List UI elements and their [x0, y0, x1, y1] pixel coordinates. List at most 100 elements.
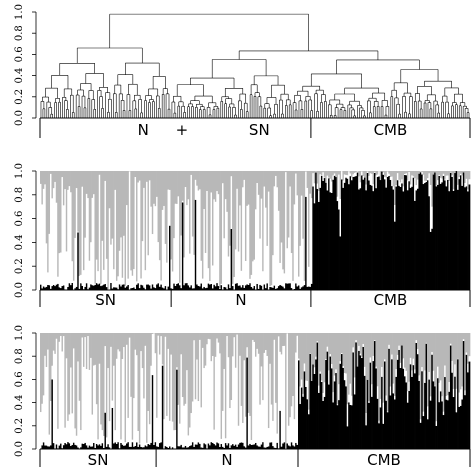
admixture-segment	[124, 171, 127, 286]
admixture-segment	[227, 284, 230, 290]
admixture-segment	[97, 445, 100, 449]
admixture-segment	[75, 188, 78, 287]
admixture-segment	[83, 366, 85, 444]
admixture-segment	[412, 333, 415, 359]
admixture-segment	[336, 404, 339, 406]
admixture-segment	[190, 171, 193, 175]
admixture-segment	[186, 171, 188, 206]
admixture-segment	[398, 345, 401, 350]
admixture-segment	[65, 171, 68, 252]
admixture-segment	[333, 171, 336, 174]
admixture-segment	[290, 253, 293, 289]
admixture-segment	[114, 189, 117, 288]
group-label: CMB	[374, 291, 408, 309]
admixture-segment	[275, 288, 277, 290]
admixture-segment	[184, 283, 187, 290]
admixture-segment	[115, 358, 118, 444]
admixture-segment	[329, 354, 332, 357]
admixture-segment	[388, 333, 391, 345]
admixture-segment	[113, 333, 115, 366]
admixture-segment	[459, 405, 462, 449]
admixture-segment	[249, 333, 252, 416]
admixture-segment	[309, 353, 312, 449]
admixture-segment	[193, 340, 196, 447]
admixture-segment	[68, 414, 71, 444]
admixture-segment	[461, 175, 464, 186]
admixture-segment	[461, 185, 464, 290]
admixture-segment	[349, 383, 352, 405]
admixture-segment	[138, 443, 141, 445]
admixture-segment	[123, 235, 125, 285]
admixture-segment	[91, 171, 94, 198]
admixture-segment	[275, 402, 277, 448]
admixture-segment	[127, 278, 130, 286]
admixture-segment	[87, 333, 90, 337]
admixture-segment	[98, 171, 101, 175]
admixture-segment	[371, 173, 373, 186]
admixture-segment	[170, 171, 173, 260]
admixture-segment	[194, 333, 197, 400]
admixture-segment	[151, 333, 154, 334]
admixture-segment	[42, 188, 45, 287]
admixture-segment	[173, 333, 176, 431]
admixture-segment	[170, 333, 173, 355]
admixture-segment	[399, 367, 402, 449]
structure-plot-bottom: 0.00.20.40.60.81.0SN N CMB	[14, 325, 471, 469]
admixture-segment	[244, 416, 247, 448]
admixture-segment	[55, 284, 58, 290]
admixture-segment	[214, 356, 217, 446]
admixture-segment	[173, 430, 176, 449]
admixture-segment	[392, 189, 395, 290]
admixture-segment	[206, 344, 209, 449]
admixture-segment	[412, 171, 415, 177]
admixture-segment	[295, 171, 297, 174]
admixture-segment	[289, 283, 292, 290]
admixture-segment	[358, 171, 360, 177]
admixture-segment	[201, 447, 204, 449]
admixture-segment	[406, 171, 409, 181]
admixture-segment	[187, 333, 190, 436]
admixture-segment	[128, 171, 131, 290]
admixture-segment	[138, 333, 141, 444]
admixture-segment	[111, 171, 114, 239]
admixture-segment	[290, 406, 293, 443]
admixture-segment	[219, 446, 221, 449]
admixture-segment	[323, 396, 326, 449]
admixture-segment	[405, 171, 408, 174]
admixture-segment	[298, 333, 300, 359]
admixture-segment	[216, 442, 219, 449]
admixture-segment	[81, 186, 84, 286]
admixture-segment	[207, 171, 210, 269]
admixture-segment	[419, 333, 422, 420]
admixture-segment	[100, 445, 102, 449]
admixture-segment	[310, 283, 313, 290]
admixture-segment	[174, 203, 177, 286]
admixture-segment	[118, 284, 121, 290]
admixture-segment	[117, 442, 120, 449]
y-tick-label: 0.0	[14, 110, 25, 126]
admixture-segment	[143, 171, 145, 188]
admixture-segment	[333, 175, 336, 290]
admixture-segment	[124, 442, 127, 446]
admixture-segment	[253, 333, 256, 342]
admixture-segment	[98, 363, 101, 445]
admixture-segment	[438, 175, 441, 290]
admixture-segment	[80, 333, 82, 431]
admixture-segment	[449, 343, 452, 346]
admixture-segment	[386, 171, 389, 177]
admixture-segment	[118, 171, 121, 251]
admixture-segment	[207, 283, 210, 290]
admixture-segment	[85, 193, 88, 284]
admixture-segment	[326, 346, 329, 352]
admixture-segment	[253, 259, 256, 287]
admixture-segment	[126, 205, 128, 287]
admixture-segment	[396, 359, 399, 449]
admixture-segment	[209, 171, 211, 281]
admixture-segment	[60, 443, 62, 449]
admixture-segment	[131, 333, 134, 440]
admixture-segment	[442, 415, 445, 449]
admixture-segment	[349, 176, 352, 290]
admixture-segment	[409, 171, 412, 185]
admixture-segment	[286, 333, 289, 444]
admixture-segment	[103, 269, 105, 285]
